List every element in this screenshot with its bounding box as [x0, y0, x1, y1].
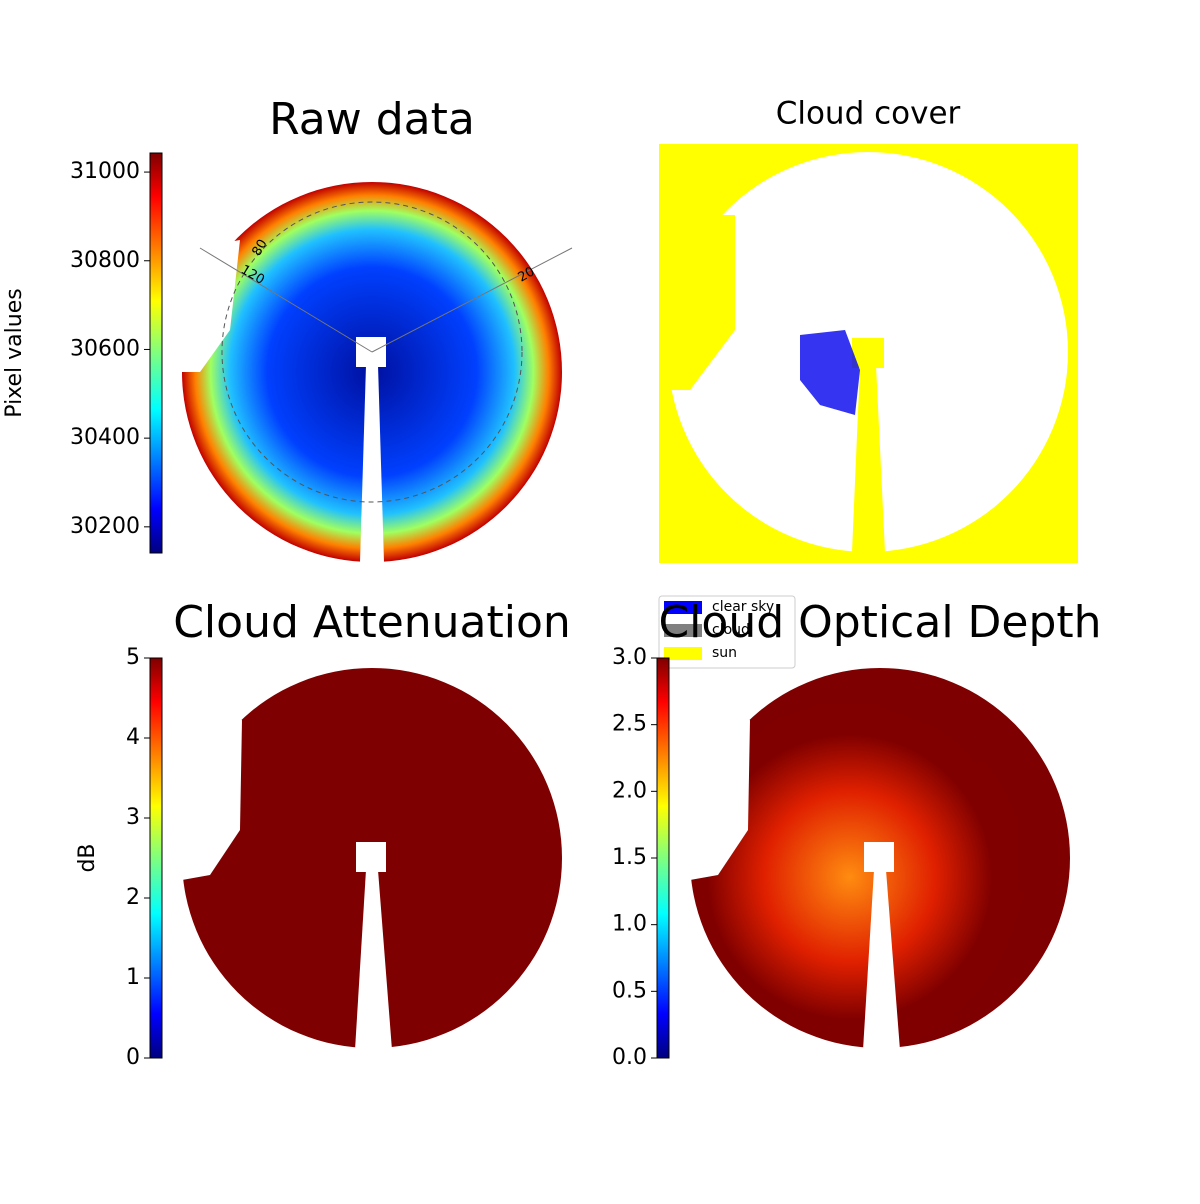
panel-title: Raw data: [269, 94, 475, 145]
colorbar: [149, 152, 163, 554]
legend-swatch: [664, 647, 702, 660]
colorbar: [656, 657, 670, 1059]
tick-label: 31000: [70, 159, 140, 184]
legend-swatch: [664, 601, 702, 614]
tick-label: 0.5: [612, 978, 647, 1003]
legend-label: clear sky: [712, 599, 774, 615]
tick-label: 30600: [70, 336, 140, 361]
tick-label: 4: [126, 725, 140, 750]
tick-label: 30800: [70, 248, 140, 273]
panel-title: Cloud Attenuation: [173, 597, 571, 648]
tick-label: 2.5: [612, 712, 647, 737]
tick-label: 1: [126, 965, 140, 990]
tick-label: 0: [126, 1045, 140, 1070]
legend-swatch: [664, 624, 702, 637]
optical-depth-image: [690, 668, 1070, 1050]
tick-label: 1.0: [612, 912, 647, 937]
colorbar-label: dB: [75, 843, 100, 872]
legend-label: cloud: [712, 622, 750, 638]
tick-label: 0.0: [612, 1045, 647, 1070]
tick-label: 30200: [70, 514, 140, 539]
tick-label: 3: [126, 805, 140, 830]
tick-label: 3.0: [612, 645, 647, 670]
angle-label: 80: [250, 237, 271, 259]
panel-title: Cloud Optical Depth: [658, 597, 1101, 648]
tick-label: 30400: [70, 425, 140, 450]
raw-image: [182, 182, 573, 562]
tick-label: 1.5: [612, 845, 647, 870]
angle-label: 20: [516, 264, 538, 285]
colorbar-label: Pixel values: [2, 288, 27, 417]
panel-title: Cloud cover: [776, 96, 961, 132]
tick-label: 2: [126, 885, 140, 910]
colorbar: [149, 657, 163, 1059]
cloud-cover-image: [659, 144, 1078, 563]
tick-label: 2.0: [612, 778, 647, 803]
attenuation-image: [182, 668, 562, 1050]
legend-label: sun: [712, 645, 737, 661]
tick-label: 5: [126, 645, 140, 670]
